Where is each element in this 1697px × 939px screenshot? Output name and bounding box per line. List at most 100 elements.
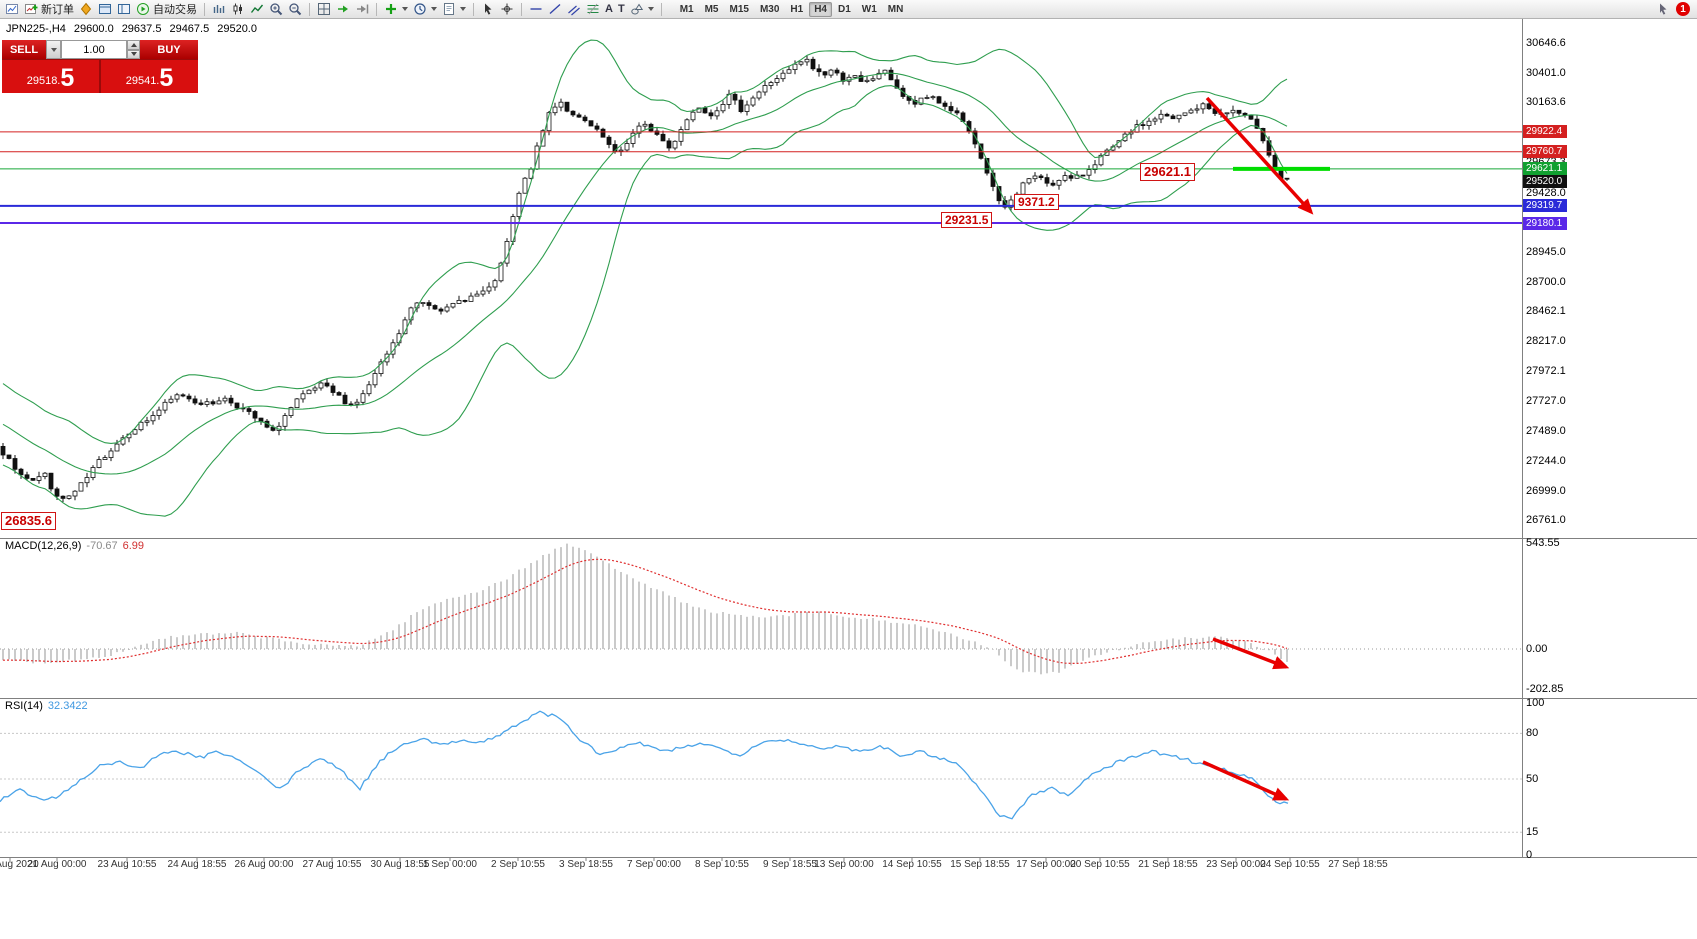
- shapes-tool-button[interactable]: [628, 1, 656, 18]
- chevron-down-icon: [402, 7, 408, 11]
- autotrading-button[interactable]: 自动交易: [134, 1, 199, 18]
- cursor-tool-button[interactable]: [479, 1, 497, 18]
- navigator-button[interactable]: [115, 1, 133, 18]
- chart-shift-button[interactable]: [353, 1, 371, 18]
- rsi-label: RSI(14) 32.3422: [5, 700, 88, 712]
- buy-button[interactable]: BUY: [140, 40, 198, 59]
- macd-main-value: -70.67: [86, 540, 118, 552]
- volume-dropdown-button[interactable]: [46, 40, 61, 59]
- chevron-down-icon: [647, 7, 654, 11]
- timeframe-H1-button[interactable]: H1: [790, 3, 804, 15]
- rsi-line: [0, 710, 1289, 820]
- trend-arrow[interactable]: [1205, 96, 1314, 215]
- horizontal-line-icon: [530, 8, 542, 10]
- clock-icon: [414, 3, 426, 15]
- timeframe-H4-button[interactable]: H4: [809, 1, 832, 17]
- templates-button[interactable]: [440, 1, 468, 18]
- toolbar-separator: [376, 2, 377, 16]
- zoom-in-button[interactable]: [267, 1, 285, 18]
- navigator-icon: [118, 4, 130, 14]
- zoom-out-button[interactable]: [286, 1, 304, 18]
- bar-chart-button[interactable]: [210, 1, 228, 18]
- channel-tool-button[interactable]: [565, 1, 583, 18]
- sell-button[interactable]: SELL: [2, 40, 46, 59]
- new-order-label: 新订单: [41, 4, 74, 16]
- timeframe-D1-button[interactable]: D1: [838, 3, 851, 15]
- open-value: 29600.0: [73, 23, 114, 35]
- toolbar-separator: [521, 2, 522, 16]
- data-window-icon: [99, 4, 111, 14]
- sell-price[interactable]: 29518. 5: [2, 60, 99, 93]
- timeframe-W1-button[interactable]: W1: [861, 3, 877, 15]
- fibonacci-tool-button[interactable]: [584, 1, 602, 18]
- macd-signal-line: [2, 558, 1288, 665]
- trendline-icon: [549, 3, 561, 15]
- market-watch-icon: [80, 2, 92, 16]
- timeframe-MN-button[interactable]: MN: [887, 3, 904, 15]
- market-watch-button[interactable]: [77, 1, 95, 18]
- toolbar-separator: [309, 2, 310, 16]
- toolbar-right-group: 1: [1656, 2, 1694, 16]
- main-toolbar: 新订单 自动交易 A T M1 M5 M15 M30 H1: [0, 0, 1697, 19]
- timeframe-toolbar: M1 M5 M15 M30 H1 H4 D1 W1 MN: [675, 1, 909, 17]
- zoom-out-icon: [289, 3, 302, 16]
- line-chart-button[interactable]: [248, 1, 266, 18]
- timeframe-M30-button[interactable]: M30: [759, 3, 780, 15]
- trend-arrow[interactable]: [1202, 760, 1290, 801]
- macd-label: MACD(12,26,9) -70.67 6.99: [5, 540, 145, 552]
- symbol-period-label: JPN225-,H4: [6, 23, 66, 35]
- crosshair-tool-button[interactable]: [498, 1, 516, 18]
- channel-icon: [568, 5, 580, 16]
- candlestick-button[interactable]: [229, 1, 247, 18]
- chevron-down-icon: [51, 47, 57, 52]
- fibonacci-icon: [587, 3, 599, 15]
- chevron-down-icon: [130, 52, 137, 57]
- auto-scroll-icon: [338, 5, 348, 13]
- chart-ohlc-header: JPN225-,H4 29600.0 29637.5 29467.5 29520…: [6, 23, 257, 35]
- volume-input[interactable]: [61, 40, 127, 59]
- rsi-value: 32.3422: [47, 700, 88, 712]
- horizontal-line-tool-button[interactable]: [527, 1, 545, 18]
- notification-badge[interactable]: 1: [1676, 2, 1690, 16]
- new-order-button[interactable]: 新订单: [22, 1, 76, 18]
- close-value: 29520.0: [217, 23, 257, 35]
- trend-arrow[interactable]: [1212, 637, 1290, 670]
- timeframe-M5-button[interactable]: M5: [704, 3, 719, 15]
- volume-up-button[interactable]: [127, 40, 140, 50]
- autotrading-icon: [137, 3, 149, 15]
- timeframe-M1-button[interactable]: M1: [679, 3, 694, 15]
- crosshair-icon: [501, 3, 513, 15]
- high-value: 29637.5: [121, 23, 162, 35]
- bar-chart-icon: [213, 5, 225, 13]
- tile-windows-button[interactable]: [315, 1, 333, 18]
- new-order-icon: [25, 4, 38, 14]
- toolbar-separator: [660, 2, 662, 16]
- chart-window-icon: [6, 4, 18, 14]
- chart-shift-icon: [357, 4, 369, 14]
- bollinger-upper-band: [2, 39, 1288, 444]
- macd-signal-value: 6.99: [122, 540, 145, 552]
- auto-scroll-button[interactable]: [334, 1, 352, 18]
- low-value: 29467.5: [169, 23, 210, 35]
- volume-down-button[interactable]: [127, 49, 140, 59]
- candlestick-icon: [233, 3, 242, 15]
- toolbar-separator: [204, 2, 205, 16]
- indicators-button[interactable]: [382, 1, 410, 18]
- pointer-icon[interactable]: [1656, 2, 1670, 16]
- macd-histogram: [2, 543, 1288, 675]
- data-window-button[interactable]: [96, 1, 114, 18]
- timeframe-M15-button[interactable]: M15: [729, 3, 749, 15]
- cursor-icon: [485, 3, 492, 15]
- chart-window-button[interactable]: [3, 1, 21, 18]
- label-tool-button[interactable]: T: [616, 1, 627, 18]
- line-chart-icon: [250, 4, 264, 13]
- periods-button[interactable]: [411, 1, 439, 18]
- text-tool-button[interactable]: A: [603, 1, 615, 18]
- text-tool-icon: A: [605, 3, 613, 15]
- template-icon: [444, 3, 454, 15]
- zoom-in-icon: [270, 3, 283, 16]
- buy-price[interactable]: 29541. 5: [101, 60, 198, 93]
- trendline-tool-button[interactable]: [546, 1, 564, 18]
